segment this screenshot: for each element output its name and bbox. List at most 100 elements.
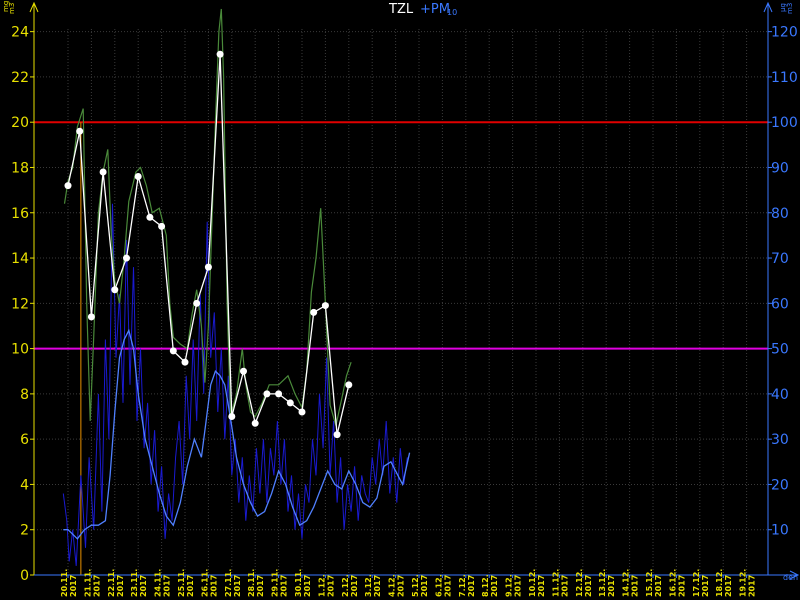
x-year-label-19: 2017 [514,575,523,597]
x-year-label-18: 2017 [490,575,499,597]
tzl-daily-point-0 [64,182,72,190]
x-date-label-25: 15.12. [645,569,654,597]
pm10-smooth-line [63,328,411,540]
x-date-label-16: 6.12. [434,574,443,597]
x-year-label-24: 2017 [631,575,640,597]
x-date-label-15: 5.12. [411,574,420,597]
x-year-label-8: 2017 [256,575,265,597]
x-date-label-26: 16.12. [668,569,677,597]
tzl-daily-point-18 [275,390,283,398]
right-tick-label-60: 60 [771,296,789,312]
left-tick-label-16: 16 [11,206,29,222]
x-year-label-13: 2017 [373,575,382,597]
tzl-series [63,8,353,439]
left-tick-label-12: 12 [11,296,29,312]
x-year-label-28: 2017 [724,575,733,597]
x-year-label-4: 2017 [163,575,172,597]
tzl-daily-point-4 [111,286,119,294]
chart-title-left: TZL [388,2,414,17]
x-date-label-6: 26.11. [200,569,209,597]
x-date-label-21: 11.12. [551,569,560,597]
right-tick-label-40: 40 [771,387,789,403]
left-tick-label-10: 10 [11,342,29,358]
tzl-daily-point-11 [193,299,201,307]
x-date-label-20: 10.12. [528,569,537,597]
tzl-daily-point-14 [228,413,236,421]
right-tick-label-10: 10 [771,523,789,539]
tzl-daily-point-13 [216,50,224,58]
x-year-label-14: 2017 [397,575,406,597]
left-tick-label-0: 0 [20,568,29,584]
left-tick-label-4: 4 [20,477,29,493]
pm10-raw-line [62,203,408,566]
right-tick-label-70: 70 [771,251,789,267]
x-date-label-18: 8.12. [481,574,490,597]
left-tick-label-14: 14 [11,251,29,267]
left-tick-label-20: 20 [11,115,29,131]
right-axis-arrow [763,1,773,13]
tzl-daily-point-12 [204,263,212,271]
right-tick-label-50: 50 [771,342,789,358]
tzl-daily-point-3 [99,168,107,176]
x-axis-arrow [789,570,800,580]
right-tick-label-120: 120 [771,25,798,41]
tzl-daily-point-1 [76,127,84,135]
x-year-label-26: 2017 [677,575,686,597]
x-date-label-1: 21.11. [83,569,92,597]
tzl-daily-point-15 [240,367,247,375]
x-date-label-22: 12.12. [575,569,584,597]
x-year-label-27: 2017 [701,575,710,597]
limit-lines [34,121,768,575]
tzl-daily-point-24 [345,381,353,389]
x-year-label-11: 2017 [326,575,335,597]
x-date-label-17: 7.12. [458,574,467,597]
x-date-label-7: 27.11. [224,569,233,597]
x-year-label-6: 2017 [209,575,218,597]
x-year-label-23: 2017 [607,575,616,597]
x-axis-unit: den [783,573,798,582]
x-date-label-13: 3.12. [364,574,373,597]
left-tick-label-8: 8 [20,387,29,403]
right-unit-num: µg [779,3,787,12]
right-tick-label-20: 20 [771,477,789,493]
tzl-daily-point-20 [298,408,306,416]
tzl-daily-point-19 [286,399,294,407]
tzl-daily-point-17 [263,390,271,398]
tzl-daily-point-16 [251,419,259,427]
x-year-label-20: 2017 [537,575,546,597]
left-tick-label-24: 24 [11,25,29,41]
x-date-label-0: 20.11. [60,569,69,597]
left-tick-label-6: 6 [20,432,29,448]
x-year-label-12: 2017 [350,575,359,597]
x-date-label-11: 1.12. [317,574,326,597]
chart-title-right-subscript: 10 [447,8,457,17]
axis-labels: 0246810121416182022241020304050607080901… [11,25,798,597]
tzl-daily-point-6 [134,173,142,181]
tzl-daily-point-10 [181,358,189,366]
x-year-label-16: 2017 [443,575,452,597]
x-year-label-21: 2017 [560,575,569,597]
x-date-label-2: 22.11. [107,569,116,597]
tzl-daily-point-22 [321,302,329,310]
x-year-label-17: 2017 [467,575,476,597]
x-date-label-14: 4.12. [388,574,397,597]
x-date-label-8: 28.11. [247,569,256,597]
left-tick-label-18: 18 [11,160,29,176]
tzl-daily-point-7 [146,213,154,221]
x-year-label-29: 2017 [748,575,757,597]
x-year-label-5: 2017 [186,575,195,597]
tzl-daily-point-9 [169,347,177,355]
x-date-label-23: 13.12. [598,569,607,597]
x-year-label-2: 2017 [116,575,125,597]
x-year-label-0: 2017 [69,575,78,597]
x-date-label-3: 23.11. [130,569,139,597]
x-date-label-19: 9.12. [505,574,514,597]
left-tick-label-22: 22 [11,70,29,86]
right-unit-den: m3 [786,3,794,14]
tzl-daily-point-23 [333,431,341,439]
right-tick-label-110: 110 [771,70,798,86]
x-date-label-5: 25.11. [177,569,186,597]
